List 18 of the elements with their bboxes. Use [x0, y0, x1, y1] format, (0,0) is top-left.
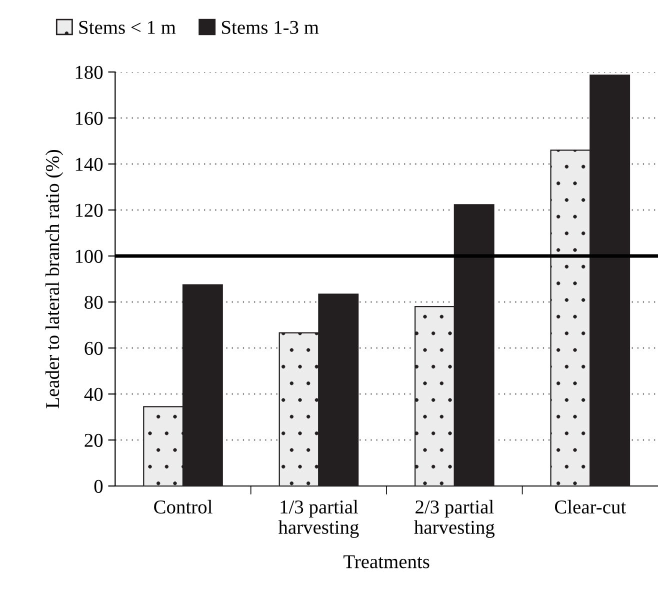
- x-tick-label: 2/3 partial harvesting: [414, 500, 495, 538]
- x-tick-label: Clear-cut: [554, 500, 626, 514]
- y-tick-label: 0: [94, 480, 103, 493]
- y-tick-label: 40: [84, 388, 103, 401]
- legend-label: Stems < 1 m: [79, 20, 176, 34]
- y-tick-label: 180: [76, 66, 103, 79]
- x-tick-label: Control: [154, 500, 212, 514]
- y-tick-label: 160: [76, 112, 103, 125]
- y-tick-label: 100: [76, 250, 103, 263]
- y-tick-label: 80: [84, 296, 103, 309]
- legend-label: Stems 1-3 m: [222, 20, 319, 34]
- y-tick-label: 20: [84, 434, 103, 447]
- x-tick-label: 1/3 partial harvesting: [278, 500, 359, 538]
- x-axis-title: Treatments: [344, 555, 430, 568]
- y-tick-label: 60: [84, 342, 103, 355]
- y-tick-label: 120: [76, 204, 103, 217]
- y-tick-label: 140: [76, 158, 103, 171]
- y-axis-title: Leader to lateral branch ratio (%): [45, 150, 64, 408]
